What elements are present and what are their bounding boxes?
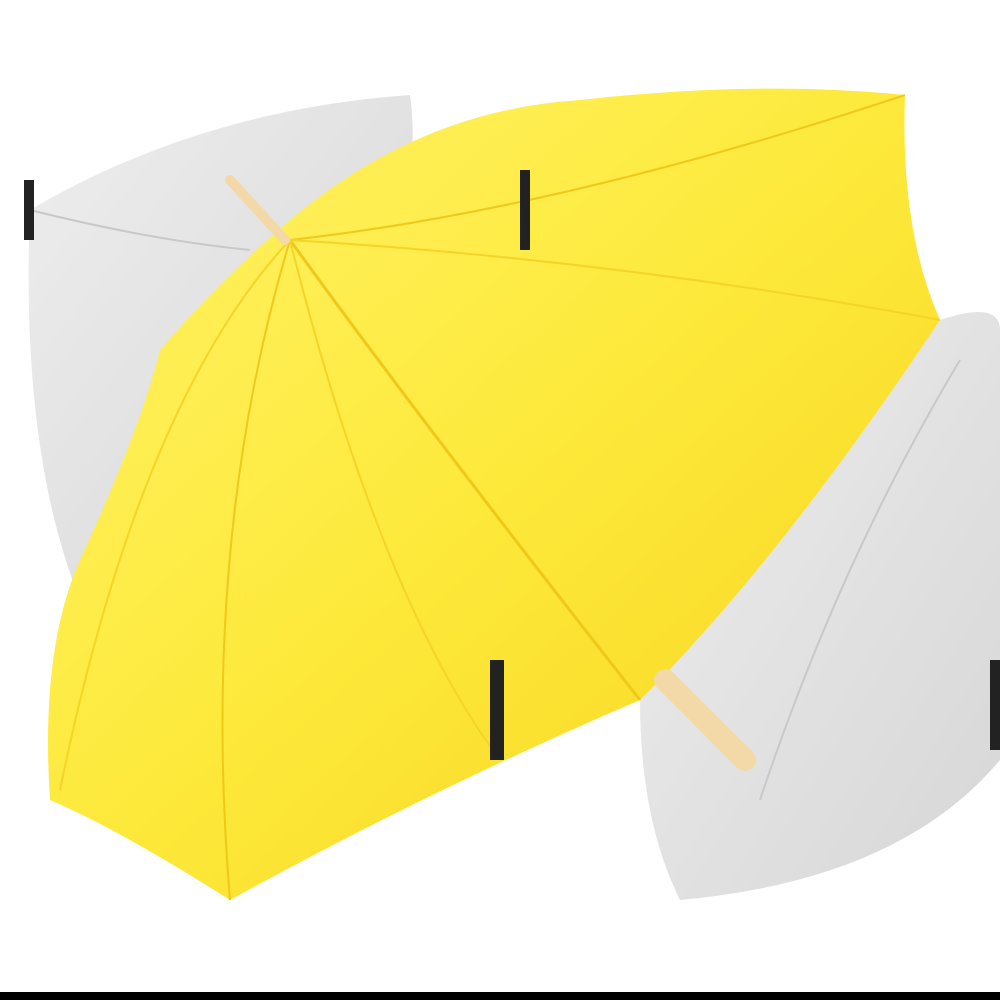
handle: [654, 669, 756, 771]
bottom-border: [0, 992, 1000, 1000]
front-umbrella: [48, 88, 941, 901]
tip-icon: [990, 660, 1000, 750]
tip-icon: [24, 180, 34, 240]
tip-icon: [520, 170, 530, 250]
tip-icon: [490, 660, 504, 760]
